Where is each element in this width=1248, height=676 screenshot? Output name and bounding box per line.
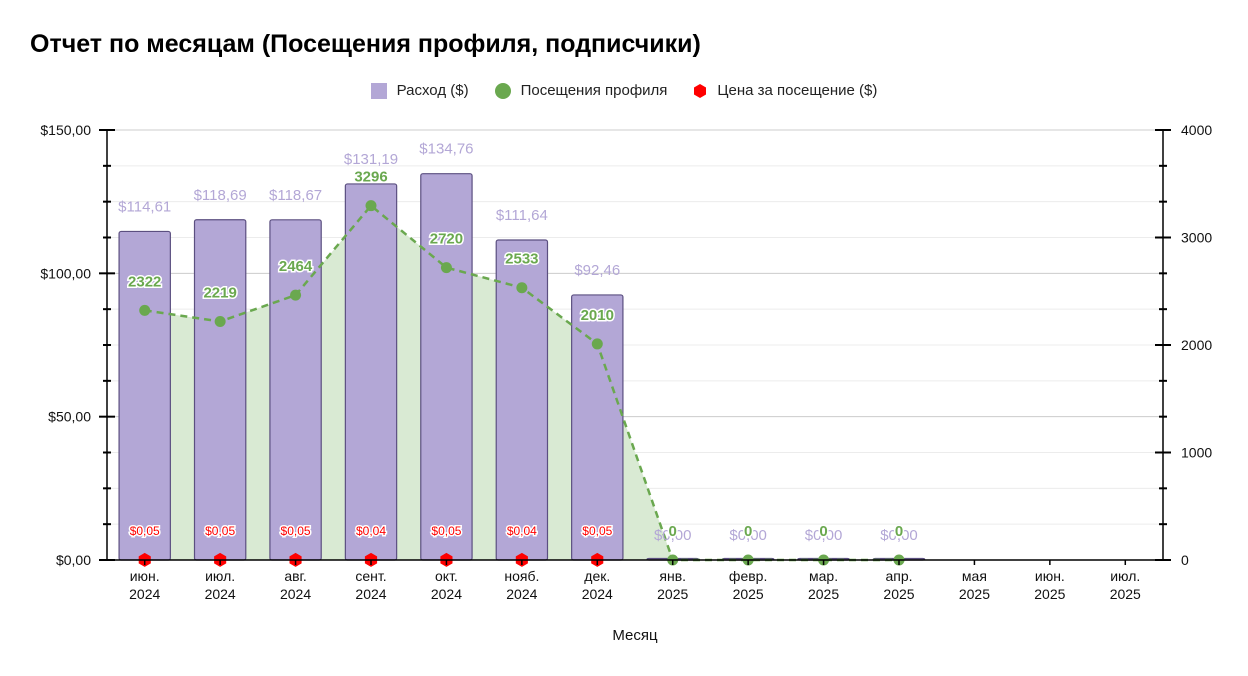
- x-tick-label-month: июл.: [1110, 568, 1140, 584]
- cost-per-visit-data-label: $0,05: [431, 524, 461, 538]
- x-tick-label-month: нояб.: [504, 568, 539, 584]
- legend-item-visits[interactable]: Посещения профиля: [494, 82, 668, 99]
- y-right-tick-label: 4000: [1181, 122, 1212, 138]
- x-tick-label-month: мая: [962, 568, 987, 584]
- y-right-tick-label: 2000: [1181, 337, 1212, 353]
- chart-title: Отчет по месяцам (Посещения профиля, под…: [30, 30, 701, 58]
- y-left-tick-label: $150,00: [40, 122, 91, 138]
- x-tick-label-month: авг.: [284, 568, 307, 584]
- legend-swatch-cost-per-visit: [694, 83, 707, 98]
- legend-label-cost-per-visit: Цена за посещение ($): [717, 82, 878, 99]
- x-tick-label-month: мар.: [809, 568, 838, 584]
- spend-data-label: $114,61: [118, 198, 171, 215]
- bar-spend: [571, 294, 624, 561]
- spend-data-label: $92,46: [574, 262, 620, 279]
- bar-spend: [193, 219, 247, 561]
- x-tick-label-month: дек.: [584, 568, 610, 584]
- legend-label-visits: Посещения профиля: [520, 82, 668, 99]
- visits-point: [214, 315, 226, 327]
- bar-spend: [344, 183, 398, 561]
- visits-data-label: 2533: [505, 251, 538, 268]
- y-left-tick-label: $0,00: [56, 552, 91, 568]
- visits-point: [440, 262, 452, 274]
- spend-data-label: $0,00: [805, 527, 843, 544]
- x-tick-label-month: янв.: [659, 568, 686, 584]
- x-tick-label-year: 2024: [582, 586, 613, 602]
- x-tick-label-year: 2025: [1034, 586, 1065, 602]
- visits-data-label: 2322: [128, 273, 161, 290]
- spend-data-label: $118,67: [269, 187, 322, 204]
- spend-data-label: $131,19: [344, 151, 398, 168]
- cost-per-visit-data-label: $0,05: [130, 524, 160, 538]
- spend-data-label: $118,69: [194, 187, 247, 204]
- y-right-tick-label: 1000: [1181, 445, 1212, 461]
- spend-data-label: $134,76: [419, 141, 473, 158]
- legend-swatch-visits: [494, 82, 511, 99]
- x-tick-label-year: 2025: [733, 586, 764, 602]
- visits-point: [516, 282, 528, 294]
- visits-data-label: 0: [744, 523, 752, 540]
- cost-per-visit-data-label: $0,05: [582, 524, 612, 538]
- visits-data-label: 3296: [354, 169, 387, 186]
- x-tick-label-month: июл.: [205, 568, 235, 584]
- spend-data-label: $0,00: [880, 527, 918, 544]
- visits-data-label: 0: [895, 523, 903, 540]
- cost-per-visit-data-label: $0,05: [281, 524, 311, 538]
- y-left-tick-label: $100,00: [40, 265, 91, 281]
- x-tick-label-year: 2025: [808, 586, 839, 602]
- visits-point: [290, 289, 302, 301]
- y-right-tick-label: 0: [1181, 552, 1189, 568]
- visits-data-label: 2720: [430, 231, 463, 248]
- cost-per-visit-data-label: $0,04: [507, 524, 537, 538]
- x-tick-label-year: 2025: [1110, 586, 1141, 602]
- x-tick-label-month: июн.: [130, 568, 160, 584]
- legend: Расход ($) Посещения профиля Цена за пос…: [0, 82, 1248, 99]
- visits-point: [591, 338, 603, 350]
- cost-per-visit-data-label: $0,05: [205, 524, 235, 538]
- cost-per-visit-data-label: $0,04: [356, 524, 386, 538]
- spend-data-label: $0,00: [654, 527, 692, 544]
- x-axis-title: Месяц: [612, 627, 658, 644]
- x-tick-label-year: 2024: [506, 586, 537, 602]
- visits-data-label: 2464: [279, 258, 313, 275]
- x-tick-label-month: февр.: [729, 568, 767, 584]
- legend-label-spend: Расход ($): [396, 82, 469, 99]
- x-tick-label-month: сент.: [355, 568, 386, 584]
- visits-data-label: 2219: [203, 284, 236, 301]
- legend-item-cost-per-visit[interactable]: Цена за посещение ($): [693, 82, 877, 99]
- y-left-tick-label: $50,00: [48, 409, 91, 425]
- legend-swatch-spend: [370, 82, 387, 99]
- x-tick-label-year: 2024: [205, 586, 236, 602]
- y-right-tick-label: 3000: [1181, 230, 1212, 246]
- visits-point: [139, 304, 151, 316]
- visits-data-label: 0: [669, 523, 677, 540]
- x-tick-label-year: 2024: [431, 586, 462, 602]
- x-tick-label-year: 2024: [280, 586, 311, 602]
- spend-data-label: $111,64: [496, 207, 548, 224]
- x-tick-label-month: окт.: [435, 568, 458, 584]
- visits-point: [365, 200, 377, 212]
- x-tick-label-year: 2025: [959, 586, 990, 602]
- x-tick-label-month: июн.: [1035, 568, 1065, 584]
- x-tick-label-year: 2024: [129, 586, 160, 602]
- visits-data-label: 2010: [581, 307, 614, 324]
- x-tick-label-year: 2024: [355, 586, 386, 602]
- x-tick-label-year: 2025: [657, 586, 688, 602]
- x-tick-label-month: апр.: [885, 568, 912, 584]
- legend-item-spend[interactable]: Расход ($): [370, 82, 469, 99]
- x-tick-label-year: 2025: [883, 586, 914, 602]
- visits-data-label: 0: [819, 523, 827, 540]
- spend-data-label: $0,00: [729, 527, 767, 544]
